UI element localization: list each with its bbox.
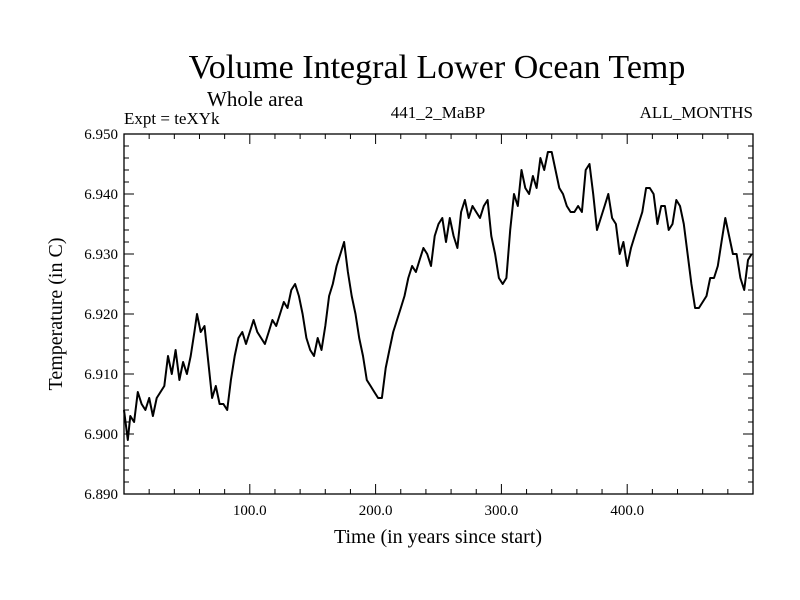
y-tick-label: 6.940: [84, 187, 118, 203]
x-axis-label: Time (in years since start): [334, 526, 542, 548]
chart-subtitle: Whole area: [207, 87, 304, 111]
y-tick-label: 6.910: [84, 367, 118, 383]
y-tick-label: 6.900: [84, 427, 118, 443]
y-axis: 6.890 6.900 6.910 6.920 6.930 6.940 6.950: [84, 127, 753, 503]
y-tick-label: 6.930: [84, 247, 118, 263]
chart-title: Volume Integral Lower Ocean Temp: [189, 49, 686, 86]
y-tick-label: 6.950: [84, 127, 118, 143]
months-label: ALL_MONTHS: [640, 103, 753, 122]
y-axis-label: Temperature (in C): [45, 238, 67, 391]
run-label: 441_2_MaBP: [391, 103, 485, 122]
plot-frame: [123, 133, 754, 495]
x-axis: 100.0 200.0 300.0 400.0: [148, 134, 729, 519]
x-tick-label: 200.0: [359, 503, 393, 519]
y-tick-label: 6.890: [84, 487, 118, 503]
temperature-series-line: [123, 151, 753, 441]
x-tick-label: 400.0: [610, 503, 644, 519]
x-tick-label: 100.0: [233, 503, 267, 519]
expt-label: Expt = teXYk: [124, 109, 220, 128]
x-tick-label: 300.0: [485, 503, 519, 519]
y-tick-label: 6.920: [84, 307, 118, 323]
